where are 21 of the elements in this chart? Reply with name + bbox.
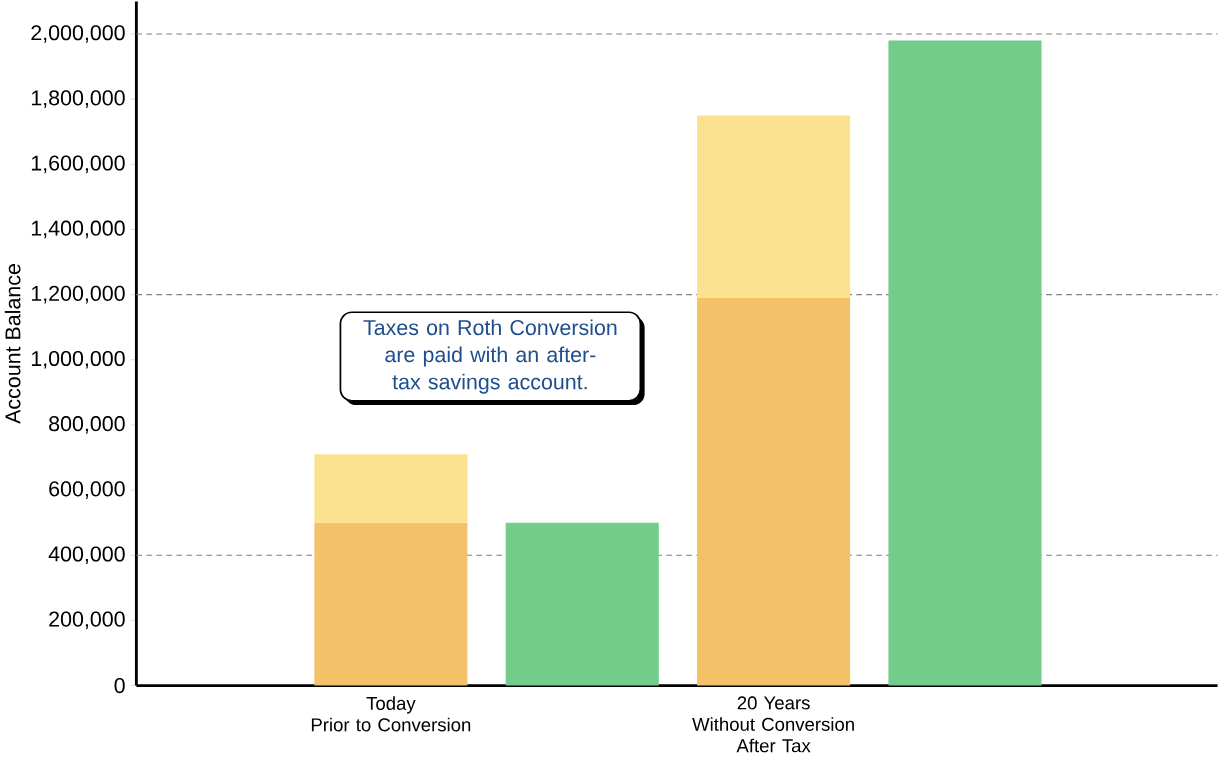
y-tick-label: 400,000	[48, 546, 125, 565]
bar	[888, 40, 1042, 686]
y-tick-label: 1,800,000	[31, 90, 125, 108]
bar	[697, 297, 851, 686]
y-tick-label: 600,000	[49, 481, 125, 499]
x-tick-label: Today Prior to Conversion	[311, 696, 471, 732]
y-tick-label: 2,000,000	[31, 25, 125, 43]
bar	[314, 454, 468, 523]
bar	[505, 522, 659, 686]
y-axis-title: Account Balance	[4, 264, 21, 424]
bar	[697, 115, 851, 298]
y-tick-label: 0	[114, 677, 125, 694]
y-tick-label: 1,000,000	[31, 350, 125, 369]
x-tick-label: 20 Years Without Conversion After Tax	[692, 696, 854, 753]
y-tick-label: 1,600,000	[31, 155, 125, 174]
annotation: Taxes on Roth Conversion are paid with an after-tax savings account.	[363, 319, 617, 394]
y-tick-label: 1,200,000	[31, 285, 125, 304]
y-tick-label: 1,400,000	[31, 220, 125, 239]
y-tick-label: 200,000	[49, 611, 125, 630]
bar	[314, 522, 468, 686]
y-tick-label: 800,000	[49, 416, 125, 434]
